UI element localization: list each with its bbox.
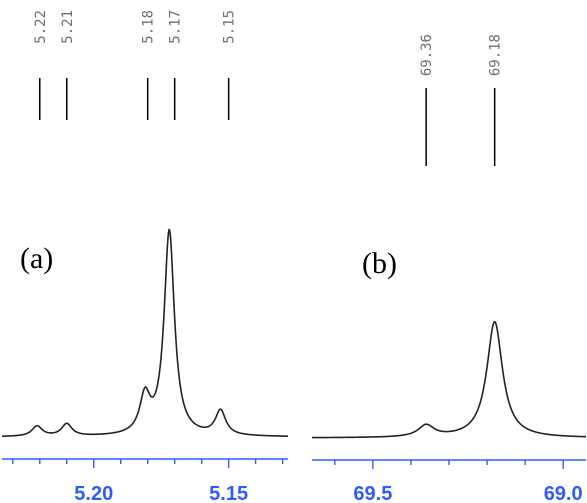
panel-a-peak-label: 5.22 xyxy=(33,10,49,44)
panel-a-trace xyxy=(1,228,289,438)
panel-a: (a) 5.22 5.21 5.18 5.17 5.15 5.20 5.15 xyxy=(1,10,289,503)
panel-a-peak-label: 5.18 xyxy=(141,10,157,44)
panel-b-tick-label: 69.5 xyxy=(353,483,392,503)
panel-a-tick-label: 5.15 xyxy=(209,483,248,503)
panel-b-label: (b) xyxy=(362,247,397,280)
panel-b-spectrum-line xyxy=(311,320,587,439)
panel-a-peak-label: 5.21 xyxy=(60,10,76,44)
panel-a-spectrum-line xyxy=(1,228,289,438)
panel-b-peak-labels: 69.36 69.18 xyxy=(419,34,504,166)
panel-b-peak-label: 69.18 xyxy=(488,34,504,76)
panel-a-x-axis: 5.20 5.15 xyxy=(2,458,288,503)
panel-b: (b) 69.36 69.18 69.5 69.0 xyxy=(311,34,587,503)
panel-b-tick-label: 69.0 xyxy=(544,483,583,503)
panel-a-tick-label: 5.20 xyxy=(74,483,113,503)
panel-a-peak-label: 5.17 xyxy=(168,10,184,44)
panel-a-peak-labels: 5.22 5.21 5.18 5.17 5.15 xyxy=(33,10,238,120)
panel-a-peak-label: 5.15 xyxy=(222,10,238,44)
panel-b-trace xyxy=(311,320,587,439)
panel-b-x-axis: 69.5 69.0 xyxy=(312,459,586,503)
panel-a-label: (a) xyxy=(20,242,53,275)
panel-b-peak-label: 69.36 xyxy=(419,34,435,76)
